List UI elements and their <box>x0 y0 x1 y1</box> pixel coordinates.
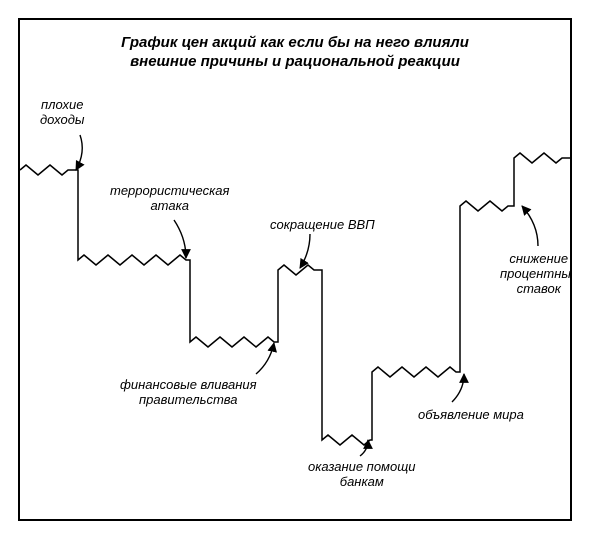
bad-earnings-label: плохие доходы <box>40 98 84 128</box>
rate-cut-arrow <box>522 206 538 246</box>
chart-frame: График цен акций как если бы на него вли… <box>18 18 572 521</box>
peace-declared-label: объявление мира <box>418 408 524 423</box>
terror-attack-label: террористическая атака <box>110 184 229 214</box>
price-step-chart <box>20 20 572 521</box>
gdp-cut-arrow <box>300 234 310 268</box>
price-line <box>20 153 572 445</box>
peace-declared-arrow <box>452 374 464 402</box>
gdp-cut-label: сокращение ВВП <box>270 218 375 233</box>
gov-injection-label: финансовые вливания правительства <box>120 378 257 408</box>
terror-attack-arrow <box>174 220 186 258</box>
rate-cut-label: снижение процентных ставок <box>500 252 572 297</box>
bad-earnings-arrow <box>76 135 82 170</box>
bank-bailout-label: оказание помощи банкам <box>308 460 416 490</box>
gov-injection-arrow <box>256 343 274 374</box>
